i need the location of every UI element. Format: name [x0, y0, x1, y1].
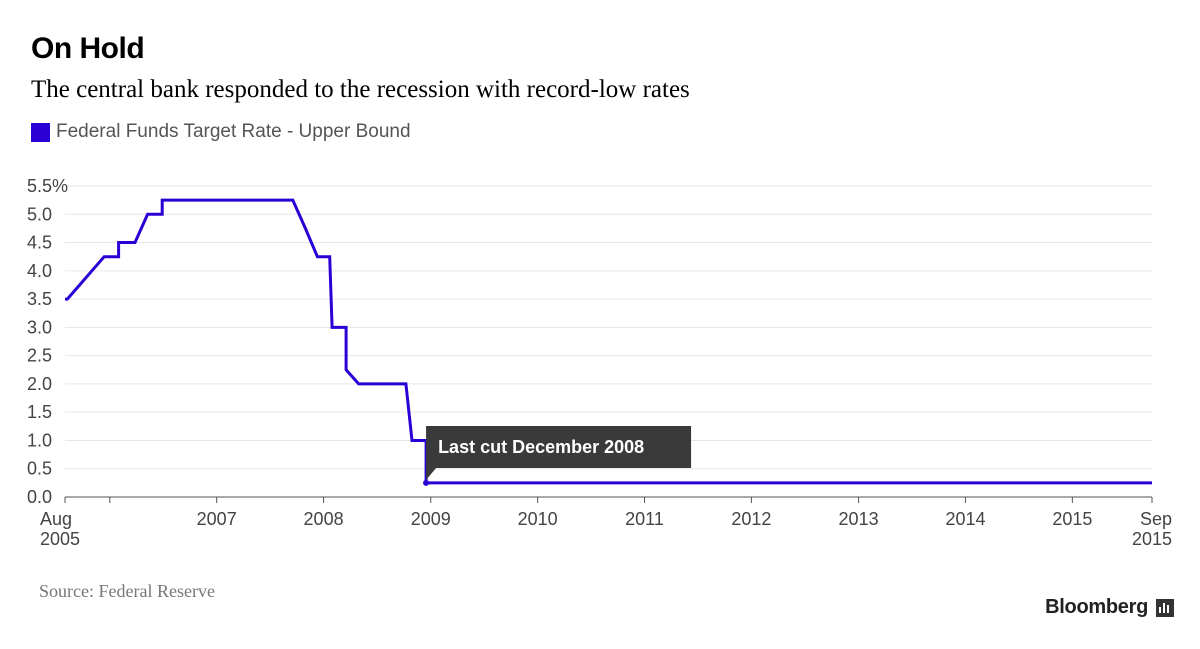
- x-tick-label: 2015: [1132, 529, 1172, 549]
- source-note: Source: Federal Reserve: [39, 581, 215, 601]
- legend-label: Federal Funds Target Rate - Upper Bound: [56, 121, 411, 142]
- y-tick-label: 2.5: [27, 346, 52, 366]
- x-tick-label: 2009: [411, 509, 451, 529]
- x-tick-label: 2010: [518, 509, 558, 529]
- x-tick-label: 2014: [945, 509, 985, 529]
- y-tick-label: 0.5: [27, 459, 52, 479]
- y-tick-label: 5.5%: [27, 176, 68, 196]
- legend-swatch: [31, 122, 50, 142]
- annotation-marker: [423, 479, 430, 486]
- annotation-label: Last cut December 2008: [438, 437, 644, 457]
- x-tick-label: 2008: [304, 509, 344, 529]
- x-tick-label: 2011: [625, 509, 664, 529]
- y-tick-label: 0.0: [27, 487, 52, 507]
- y-tick-label: 1.0: [27, 430, 52, 450]
- brand-name: Bloomberg: [1045, 596, 1148, 618]
- brand-logo: Bloomberg: [1045, 596, 1174, 619]
- y-tick-label: 5.0: [27, 204, 52, 224]
- chart-subtitle: The central bank responded to the recess…: [31, 76, 690, 103]
- x-tick-label: 2015: [1052, 509, 1092, 529]
- x-tick-label: 2007: [197, 509, 237, 529]
- annotation-box: [426, 426, 692, 468]
- legend: Federal Funds Target Rate - Upper Bound: [31, 121, 411, 143]
- x-tick-label: 2005: [40, 529, 80, 549]
- y-tick-label: 3.0: [27, 317, 52, 337]
- bloomberg-chart-icon: [1156, 598, 1174, 617]
- y-tick-label: 3.5: [27, 289, 52, 309]
- y-tick-label: 4.0: [27, 261, 52, 281]
- series-line: [65, 198, 1152, 485]
- x-tick-label: Aug: [40, 509, 72, 529]
- annotation-pointer: [426, 468, 437, 480]
- x-tick-label: Sep: [1140, 509, 1172, 529]
- chart-title: On Hold: [31, 32, 145, 65]
- x-tick-label: 2012: [731, 509, 771, 529]
- y-tick-label: 2.0: [27, 374, 52, 394]
- y-tick-label: 1.5: [27, 402, 52, 422]
- y-tick-label: 4.5: [27, 233, 52, 253]
- x-tick-label: 2013: [839, 509, 879, 529]
